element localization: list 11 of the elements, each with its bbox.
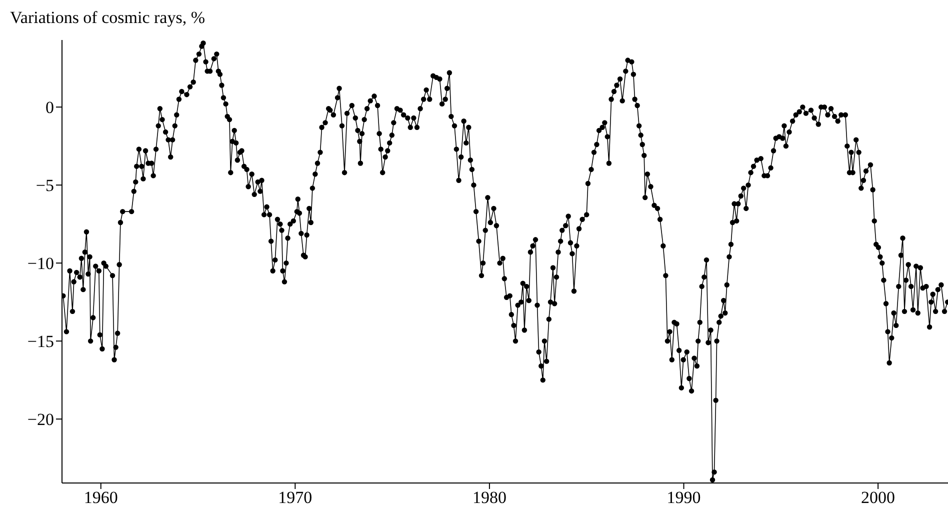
y-tick-label: −20 [27, 410, 54, 430]
y-tick-label: 0 [46, 98, 54, 118]
x-tick-label: 1990 [666, 488, 701, 508]
x-tick-label: 1970 [278, 488, 312, 508]
y-axis-title: Variations of cosmic rays, % [10, 8, 205, 28]
y-tick-label: −5 [36, 176, 54, 196]
x-tick-label: 1960 [84, 488, 118, 508]
y-tick-label: −15 [27, 332, 54, 352]
x-tick-label: 2000 [861, 488, 896, 508]
x-tick-label: 1980 [472, 488, 506, 508]
y-tick-label: −10 [27, 254, 54, 274]
